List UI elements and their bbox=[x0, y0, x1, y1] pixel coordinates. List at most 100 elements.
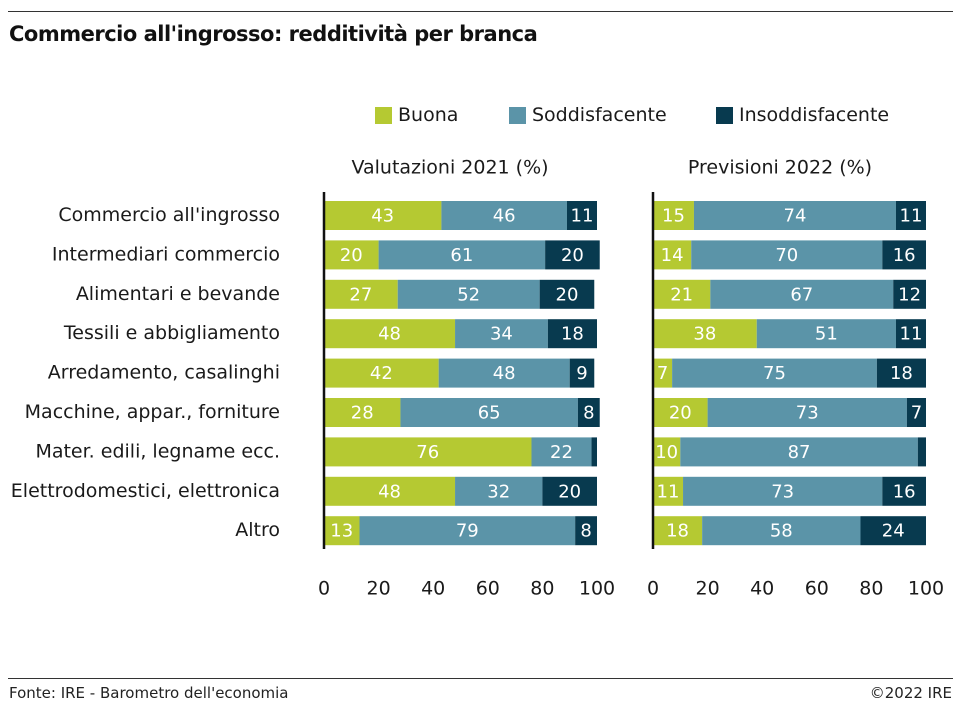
bar-buona bbox=[324, 279, 398, 309]
legend: Buona Soddisfacente Insoddisfacente bbox=[0, 104, 961, 130]
bar-buona bbox=[653, 516, 703, 546]
data-label: 58 bbox=[770, 521, 793, 542]
bar-insoddisfacente bbox=[545, 240, 600, 270]
copyright-note: ©2022 IRE bbox=[869, 684, 952, 702]
x-tick-label: 40 bbox=[750, 578, 774, 600]
data-label: 16 bbox=[893, 481, 916, 502]
x-tick-label: 0 bbox=[647, 578, 659, 600]
x-tick-label: 40 bbox=[421, 578, 445, 600]
source-note: Fonte: IRE - Barometro dell'economia bbox=[9, 684, 289, 702]
bar-soddisfacente bbox=[455, 319, 548, 349]
data-label: 51 bbox=[815, 324, 838, 345]
bar-buona bbox=[324, 437, 532, 467]
bar-soddisfacente bbox=[707, 398, 907, 427]
bar-buona bbox=[324, 516, 360, 546]
bar-soddisfacente bbox=[378, 240, 546, 270]
data-label: 73 bbox=[771, 481, 794, 502]
bar-insoddisfacente bbox=[917, 437, 926, 467]
data-label: 11 bbox=[900, 206, 923, 227]
bar-buona bbox=[653, 319, 757, 349]
x-tick-label: 0 bbox=[318, 578, 330, 600]
x-tick-label: 80 bbox=[530, 578, 554, 600]
bottom-rule bbox=[8, 678, 953, 679]
data-label: 20 bbox=[558, 481, 581, 502]
bar-soddisfacente bbox=[400, 398, 578, 427]
data-label: 18 bbox=[666, 521, 689, 542]
bar-buona bbox=[324, 201, 442, 230]
data-label: 32 bbox=[487, 481, 510, 502]
data-label: 18 bbox=[561, 324, 584, 345]
data-label: 8 bbox=[583, 403, 594, 424]
bar-insoddisfacente bbox=[882, 476, 926, 506]
x-tick-label: 100 bbox=[579, 578, 615, 600]
x-tick-label: 20 bbox=[696, 578, 720, 600]
data-label: 15 bbox=[662, 206, 685, 227]
data-label: 75 bbox=[763, 363, 786, 384]
data-label: 27 bbox=[349, 284, 372, 305]
bar-buona bbox=[653, 201, 694, 230]
bar-buona bbox=[653, 476, 684, 506]
data-label: 8 bbox=[580, 521, 591, 542]
bar-insoddisfacente bbox=[876, 358, 926, 388]
bar-buona bbox=[653, 398, 708, 427]
bar-soddisfacente bbox=[359, 516, 576, 546]
data-label: 48 bbox=[378, 324, 401, 345]
data-label: 12 bbox=[898, 284, 921, 305]
bar-insoddisfacente bbox=[566, 201, 597, 230]
data-label: 14 bbox=[661, 245, 684, 266]
bar-insoddisfacente bbox=[577, 398, 600, 427]
bar-soddisfacente bbox=[531, 437, 592, 467]
data-label: 24 bbox=[882, 521, 905, 542]
category-label: Commercio all'ingrosso bbox=[58, 204, 280, 226]
bar-insoddisfacente bbox=[906, 398, 926, 427]
bar-insoddisfacente bbox=[893, 279, 926, 309]
legend-item-insoddisfacente: Insoddisfacente bbox=[716, 104, 889, 126]
category-label: Macchine, appar., forniture bbox=[25, 401, 280, 423]
data-label: 20 bbox=[669, 403, 692, 424]
bar-buona bbox=[653, 279, 711, 309]
data-label: 48 bbox=[378, 481, 401, 502]
x-tick-label: 60 bbox=[805, 578, 829, 600]
bar-insoddisfacente bbox=[882, 240, 926, 270]
panel-title: Previsioni 2022 (%) bbox=[688, 157, 872, 179]
x-tick-label: 80 bbox=[859, 578, 883, 600]
legend-label-insoddisfacente: Insoddisfacente bbox=[739, 104, 890, 126]
data-label: 9 bbox=[576, 363, 587, 384]
data-label: 46 bbox=[493, 206, 516, 227]
bar-insoddisfacente bbox=[895, 319, 926, 349]
data-label: 74 bbox=[784, 206, 807, 227]
data-label: 10 bbox=[655, 442, 678, 463]
data-label: 11 bbox=[571, 206, 594, 227]
data-label: 34 bbox=[490, 324, 513, 345]
bar-soddisfacente bbox=[702, 516, 861, 546]
bar-insoddisfacente bbox=[575, 516, 597, 546]
data-label: 87 bbox=[788, 442, 811, 463]
data-label: 67 bbox=[790, 284, 813, 305]
data-label: 42 bbox=[370, 363, 393, 384]
legend-swatch-insoddisfacente bbox=[716, 106, 733, 124]
data-label: 7 bbox=[657, 363, 668, 384]
data-label: 43 bbox=[371, 206, 394, 227]
data-label: 16 bbox=[893, 245, 916, 266]
category-label: Alimentari e bevande bbox=[76, 283, 280, 305]
bar-insoddisfacente bbox=[539, 279, 595, 309]
category-label: Tessili e abbigliamento bbox=[63, 322, 280, 344]
panel-title: Valutazioni 2021 (%) bbox=[351, 157, 548, 179]
bar-insoddisfacente bbox=[860, 516, 926, 546]
data-label: 7 bbox=[911, 403, 922, 424]
bar-soddisfacente bbox=[710, 279, 894, 309]
data-label: 13 bbox=[330, 521, 353, 542]
bar-insoddisfacente bbox=[569, 358, 595, 388]
legend-swatch-soddisfacente bbox=[509, 106, 526, 124]
data-label: 38 bbox=[693, 324, 716, 345]
bar-buona bbox=[653, 240, 692, 270]
data-label: 48 bbox=[493, 363, 516, 384]
bar-buona bbox=[324, 398, 401, 427]
bar-buona bbox=[653, 358, 673, 388]
category-label: Elettrodomestici, elettronica bbox=[11, 480, 280, 502]
data-label: 79 bbox=[456, 521, 479, 542]
data-label: 65 bbox=[478, 403, 501, 424]
bar-insoddisfacente bbox=[591, 437, 597, 467]
bar-soddisfacente bbox=[756, 319, 896, 349]
